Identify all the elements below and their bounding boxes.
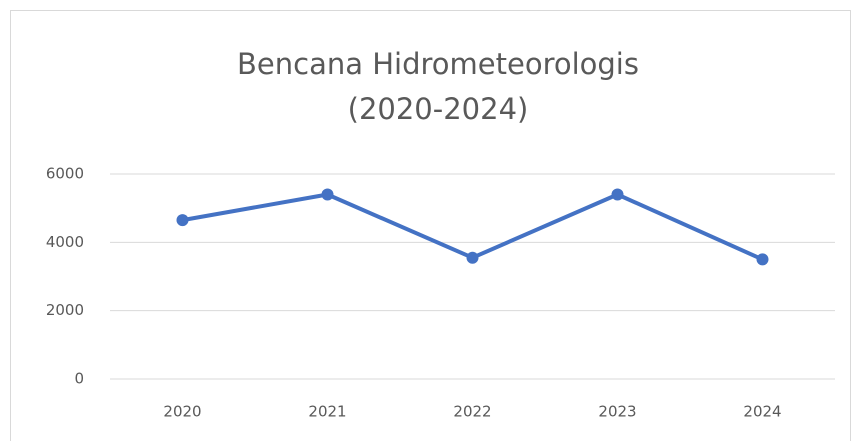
data-point <box>176 214 189 227</box>
data-point <box>756 253 769 266</box>
data-point <box>611 188 624 201</box>
y-tick-label: 2000 <box>46 301 84 319</box>
chart-title: Bencana Hidrometeorologis <box>237 47 639 81</box>
chart-frame <box>10 10 851 441</box>
data-point <box>466 251 479 264</box>
x-tick-label: 2023 <box>598 403 636 421</box>
x-tick-label: 2022 <box>453 403 491 421</box>
x-tick-label: 2020 <box>163 403 201 421</box>
y-tick-label: 0 <box>74 370 84 388</box>
data-point <box>321 188 334 201</box>
y-tick-label: 6000 <box>46 165 84 183</box>
x-tick-label: 2024 <box>743 403 781 421</box>
x-tick-label: 2021 <box>308 403 346 421</box>
y-tick-label: 4000 <box>46 233 84 251</box>
chart-title: (2020-2024) <box>348 92 529 126</box>
